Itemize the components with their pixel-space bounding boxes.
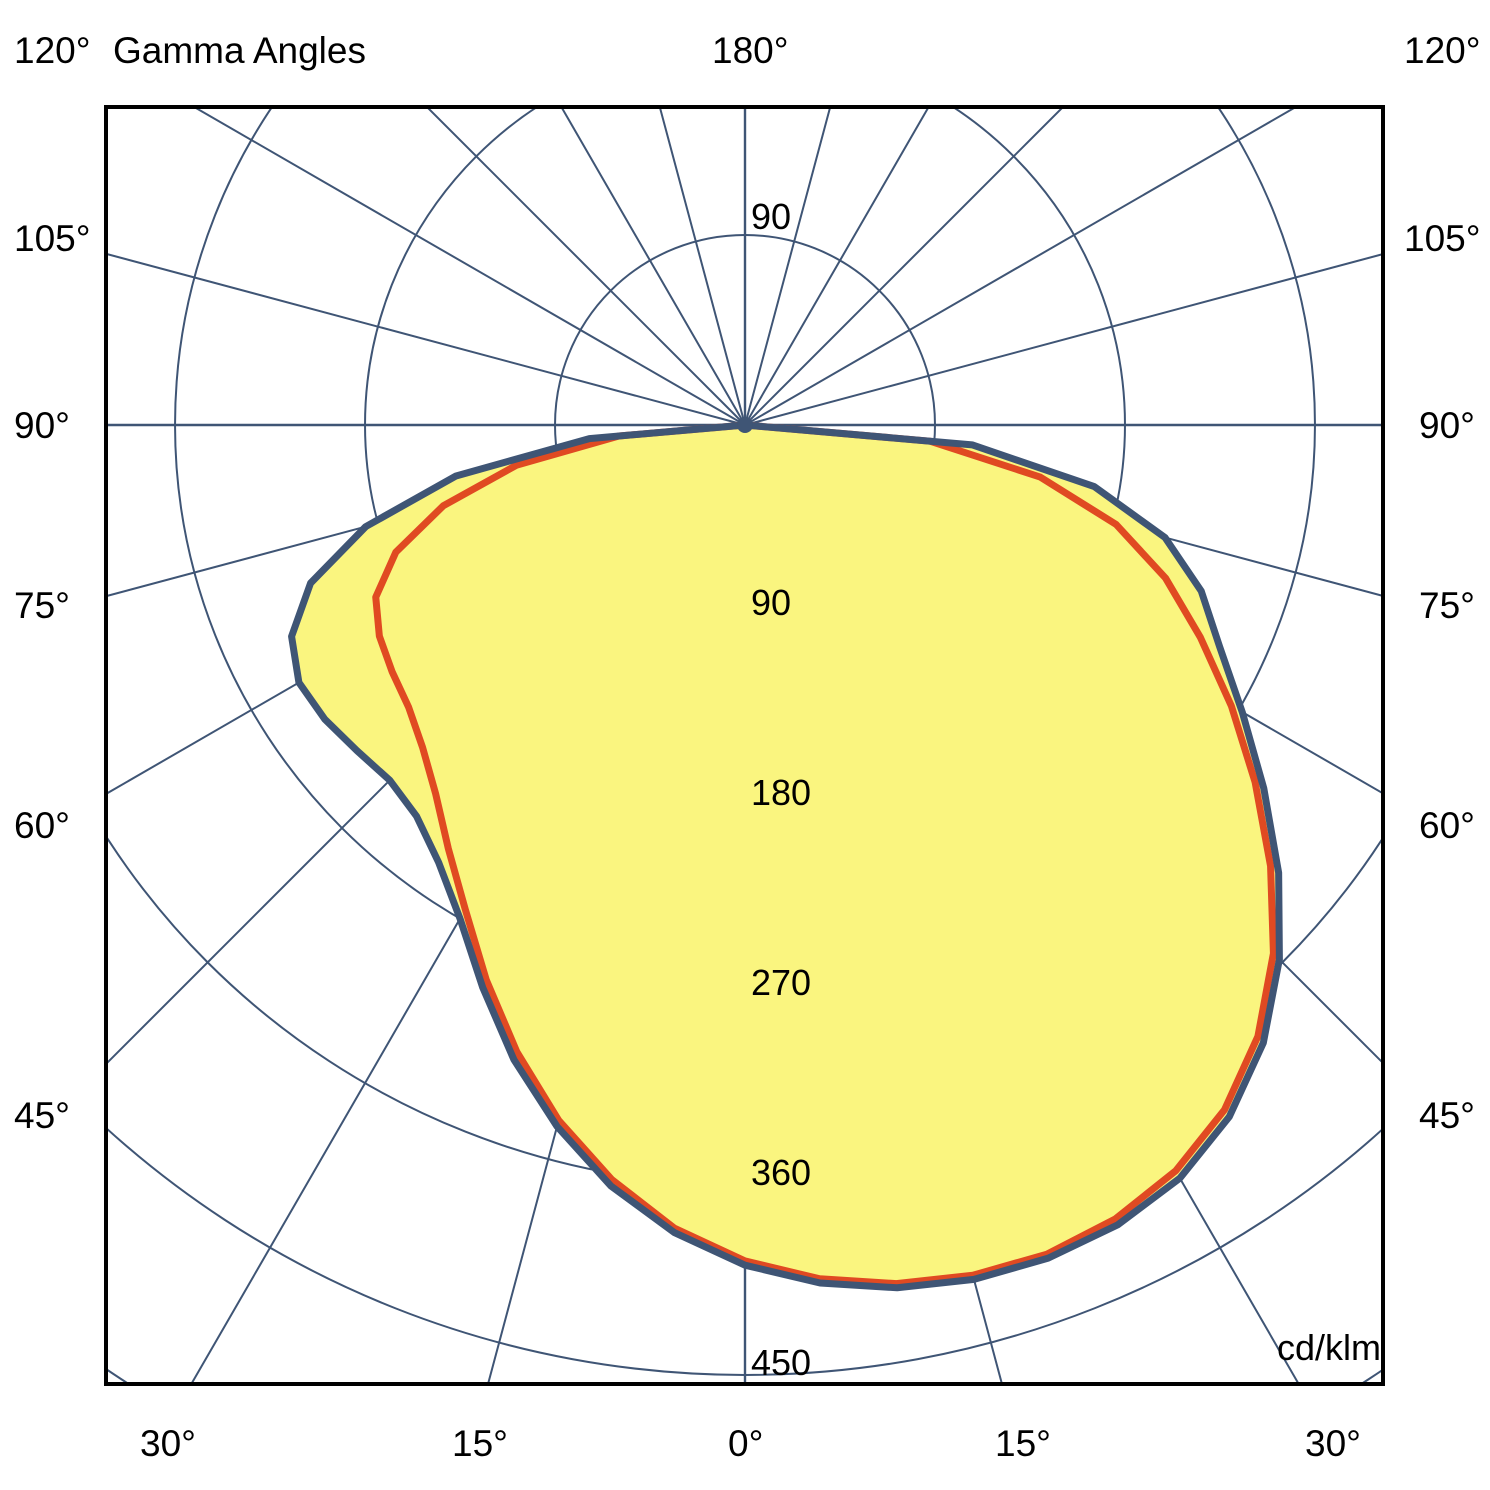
plot-border [104,105,1385,1386]
radial-tick-label-450: 450 [751,1342,812,1383]
radial-tick-label-90: 90 [751,582,792,623]
grid-spoke [192,107,746,426]
grid-ring [106,1126,1383,1376]
grid-spoke [560,107,746,426]
axis-label-right-120: 120° [1404,30,1481,71]
axis-label-left-45: 45° [14,1095,70,1136]
grid-spoke [744,107,1298,426]
grid-spoke [744,107,832,426]
axis-label-bottom-30-left: 30° [140,1423,196,1464]
page-title: Gamma Angles [113,30,366,71]
radial-tick-label-360: 360 [751,1152,812,1193]
radial-tick-label-180: 180 [751,772,812,813]
polar-center-point [737,417,753,433]
axis-label-right-60: 60° [1419,805,1475,846]
axis-label-left-75: 75° [14,585,70,626]
radial-tick-label-270: 270 [751,962,812,1003]
distribution-curves [288,417,1283,1292]
axis-label-left-90: 90° [14,405,70,446]
axis-label-left-105: 105° [14,218,91,259]
axis-label-right-90: 90° [1419,405,1475,446]
axis-label-bottom-30-right: 30° [1305,1423,1361,1464]
grid-spoke [425,107,746,426]
axis-label-right-75: 75° [1419,585,1475,626]
curve-c90-c270 [372,421,1277,1288]
axis-label-bottom-15-right: 15° [995,1423,1051,1464]
axis-label-bottom-15-left: 15° [452,1423,508,1464]
axis-label-right-45: 45° [1419,1095,1475,1136]
unit-label: cd/klm [1277,1327,1382,1368]
axis-label-left-60: 60° [14,805,70,846]
radial-tick-label-90-inner: 90 [751,196,792,237]
curve-c0-c180 [288,421,1283,1292]
axis-label-top-180: 180° [712,30,789,71]
grid-spoke [744,107,1065,426]
grid-spoke [106,252,746,426]
distribution-fill [291,425,1280,1288]
axis-label-bottom-0: 0° [728,1423,764,1464]
grid-spoke [744,253,1383,426]
grid-spoke [658,107,746,426]
axis-label-left-120: 120° [14,30,91,71]
axis-label-right-105: 105° [1404,218,1481,259]
grid-spoke [744,107,930,426]
